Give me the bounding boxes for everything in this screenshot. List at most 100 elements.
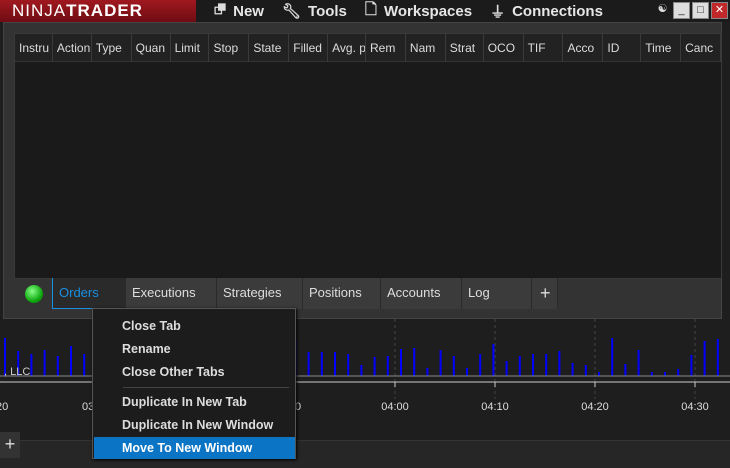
menu-connections[interactable]: ⏚ Connections bbox=[490, 1, 603, 22]
volume-bar bbox=[571, 363, 574, 376]
grid-header: Instru Action Type Quan Limit Stop State Filled… bbox=[15, 34, 722, 62]
logo-text-bold: TRADER bbox=[66, 1, 143, 20]
document-icon: 🗋 bbox=[364, 0, 377, 18]
menu-label: New bbox=[233, 2, 264, 20]
volume-bar bbox=[558, 351, 561, 376]
tab-accounts[interactable]: Accounts bbox=[381, 278, 462, 309]
volume-bar bbox=[320, 352, 323, 376]
volume-bar bbox=[624, 364, 627, 376]
menu-item-close-tab[interactable]: Close Tab bbox=[122, 319, 181, 333]
volume-bar bbox=[83, 354, 86, 376]
volume-bar bbox=[598, 372, 600, 376]
time-label: 04:30 bbox=[681, 401, 709, 413]
volume-bar bbox=[492, 344, 495, 376]
time-label: 20 bbox=[0, 401, 8, 413]
volume-bar bbox=[413, 348, 416, 376]
close-button[interactable]: ✕ bbox=[711, 2, 728, 19]
column-header[interactable]: Type bbox=[92, 34, 132, 62]
volume-bar bbox=[611, 338, 614, 376]
minimize-button[interactable]: _ bbox=[673, 2, 690, 19]
column-header[interactable]: TIF bbox=[524, 34, 564, 62]
menu-tools[interactable]: 🔧︎ Tools bbox=[281, 2, 347, 21]
column-header[interactable]: Canc bbox=[681, 34, 722, 62]
column-header[interactable]: ID bbox=[603, 34, 642, 62]
volume-bar bbox=[650, 372, 653, 376]
column-header[interactable]: Limit bbox=[171, 34, 210, 62]
volume-bar bbox=[518, 356, 521, 376]
volume-bar bbox=[30, 354, 33, 376]
column-header[interactable]: Time bbox=[641, 34, 682, 62]
column-header[interactable]: State bbox=[249, 34, 290, 62]
menu-label: Workspaces bbox=[383, 2, 473, 20]
volume-bar bbox=[400, 349, 402, 376]
volume-bar bbox=[637, 350, 640, 376]
menu-item-duplicate-in-new-tab[interactable]: Duplicate In New Tab bbox=[122, 395, 247, 409]
volume-bar bbox=[532, 354, 534, 376]
column-header[interactable]: Acco bbox=[563, 34, 604, 62]
menu-item-move-to-new-window[interactable]: Move To New Window bbox=[94, 437, 295, 459]
tab-executions[interactable]: Executions bbox=[126, 278, 217, 309]
menu-item-close-other-tabs[interactable]: Close Other Tabs bbox=[122, 365, 225, 379]
volume-bar bbox=[452, 356, 455, 376]
tab-context-menu: Close Tab Rename Close Other Tabs Duplic… bbox=[92, 308, 296, 459]
column-header[interactable]: Action bbox=[53, 34, 92, 62]
time-label: 04:10 bbox=[481, 401, 509, 413]
volume-bar bbox=[505, 361, 508, 376]
volume-bar bbox=[716, 339, 719, 376]
column-header[interactable]: Quan bbox=[132, 34, 171, 62]
time-label: 03 bbox=[82, 401, 94, 413]
add-tab-button[interactable]: + bbox=[532, 278, 558, 309]
volume-bar bbox=[70, 346, 72, 376]
orders-window: Instru Action Type Quan Limit Stop State Filled… bbox=[3, 22, 722, 319]
link-icon[interactable]: ☯ bbox=[657, 3, 668, 15]
maximize-button[interactable]: □ bbox=[692, 2, 709, 19]
volume-bar bbox=[386, 356, 389, 376]
volume-bar bbox=[545, 354, 548, 376]
tab-strategies[interactable]: Strategies bbox=[217, 278, 303, 309]
add-chart-tab-button[interactable]: + bbox=[0, 432, 20, 458]
time-label: 04:00 bbox=[381, 401, 409, 413]
volume-bar bbox=[466, 368, 468, 376]
column-header[interactable]: Stop bbox=[209, 34, 250, 62]
time-label: 04:20 bbox=[581, 401, 609, 413]
menu-workspaces[interactable]: 🗋 Workspaces bbox=[365, 0, 472, 24]
wrench-icon: 🔧︎ bbox=[281, 3, 302, 20]
menu-item-duplicate-in-new-window[interactable]: Duplicate In New Window bbox=[122, 418, 274, 432]
menu-item-rename[interactable]: Rename bbox=[122, 342, 171, 356]
menu-new[interactable]: ⮻ New bbox=[214, 0, 264, 24]
volume-bar bbox=[690, 355, 693, 376]
menu-separator bbox=[123, 387, 289, 388]
volume-bar bbox=[439, 350, 442, 376]
watermark-text: , LLC bbox=[4, 366, 30, 378]
volume-bar bbox=[360, 365, 363, 376]
volume-bar bbox=[426, 368, 429, 376]
volume-bar bbox=[677, 369, 680, 376]
column-header[interactable]: Avg. p bbox=[328, 34, 367, 62]
connection-status-icon bbox=[16, 278, 52, 309]
orders-grid: Instru Action Type Quan Limit Stop State Filled… bbox=[14, 33, 722, 279]
volume-bar bbox=[479, 354, 482, 376]
column-header[interactable]: OCO bbox=[484, 34, 524, 62]
volume-bar bbox=[703, 341, 706, 376]
menu-label: Tools bbox=[308, 2, 347, 20]
column-header[interactable]: Nam bbox=[406, 34, 446, 62]
volume-bar bbox=[347, 354, 350, 376]
column-header[interactable]: Rem bbox=[366, 34, 406, 62]
column-header[interactable]: Strat bbox=[446, 34, 484, 62]
volume-bar bbox=[4, 338, 6, 376]
volume-bar bbox=[584, 365, 587, 376]
tab-positions[interactable]: Positions bbox=[303, 278, 381, 309]
tab-orders[interactable]: Orders bbox=[52, 278, 126, 309]
volume-bar bbox=[17, 351, 20, 376]
tab-log[interactable]: Log bbox=[462, 278, 532, 309]
volume-bar bbox=[373, 357, 376, 376]
volume-bar bbox=[307, 352, 310, 376]
menu-label: Connections bbox=[512, 2, 603, 20]
column-header[interactable]: Filled bbox=[289, 34, 329, 62]
new-window-icon: ⮻ bbox=[214, 0, 227, 18]
logo-text: NINJA bbox=[12, 1, 67, 20]
volume-bar bbox=[334, 352, 336, 376]
plug-icon: ⏚ bbox=[490, 3, 506, 21]
ninjatrader-logo: NINJA TRADER bbox=[0, 0, 196, 22]
column-header[interactable]: Instru bbox=[15, 34, 53, 62]
